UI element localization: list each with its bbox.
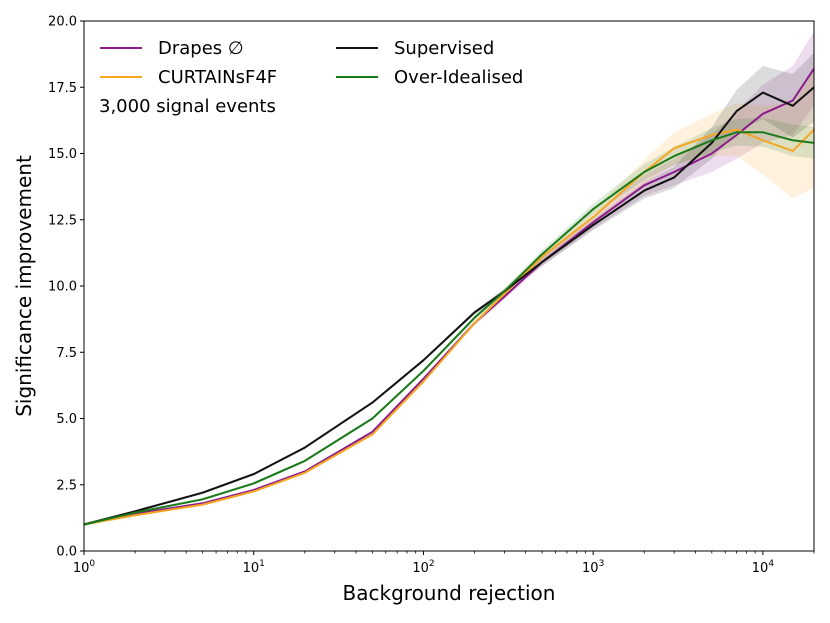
signal-events-annotation: 3,000 signal events (99, 96, 276, 117)
band-series-2 (84, 52, 814, 526)
x-axis-title: Background rejection (343, 581, 556, 605)
y-tick-label: 12.5 (48, 213, 77, 228)
x-tick-exponent: 3 (599, 559, 605, 569)
y-axis: 0.0 2.5 5.0 7.5 10.0 12.5 15.0 17.5 20.0 (48, 15, 84, 560)
legend-label-1: CURTAINsF4F (158, 67, 277, 88)
line-series-2 (83, 86, 815, 526)
series-lines (83, 68, 815, 526)
x-tick-exponent: 4 (768, 559, 774, 569)
x-tick-base: 10 (73, 561, 90, 576)
x-tick-base: 10 (752, 561, 769, 576)
confidence-bands (84, 31, 814, 526)
y-tick-label: 20.0 (48, 15, 77, 30)
x-axis: 100 101 102 103 104 (73, 551, 815, 576)
y-tick-label: 17.5 (48, 81, 77, 96)
y-axis-title: Significance improvement (12, 155, 36, 417)
x-tick-label: 103 (582, 559, 604, 576)
legend-label-0: Drapes ∅ (158, 38, 244, 59)
y-tick-label: 7.5 (56, 346, 77, 361)
legend-label-3: Over-Idealised (394, 67, 523, 88)
line-series-3 (83, 131, 815, 526)
x-tick-label: 102 (412, 559, 434, 576)
y-tick-label: 10.0 (48, 280, 77, 295)
legend: Drapes ∅ CURTAINsF4F Supervised Over-Ideali… (100, 38, 523, 88)
legend-label-2: Supervised (394, 38, 494, 59)
y-tick-label: 15.0 (48, 147, 77, 162)
band-series-3 (84, 117, 814, 526)
y-tick-label: 5.0 (56, 412, 77, 427)
line-series-1 (83, 128, 815, 526)
x-tick-base: 10 (243, 561, 260, 576)
y-tick-label: 0.0 (56, 545, 77, 560)
x-tick-base: 10 (412, 561, 429, 576)
x-tick-exponent: 1 (259, 559, 265, 569)
x-tick-exponent: 2 (429, 559, 435, 569)
band-series-1 (84, 71, 814, 526)
x-tick-label: 101 (243, 559, 265, 576)
y-tick-label: 2.5 (56, 478, 77, 493)
x-tick-base: 10 (582, 561, 599, 576)
x-tick-exponent: 0 (89, 559, 95, 569)
x-tick-label: 100 (73, 559, 96, 576)
x-tick-label: 104 (752, 559, 775, 576)
